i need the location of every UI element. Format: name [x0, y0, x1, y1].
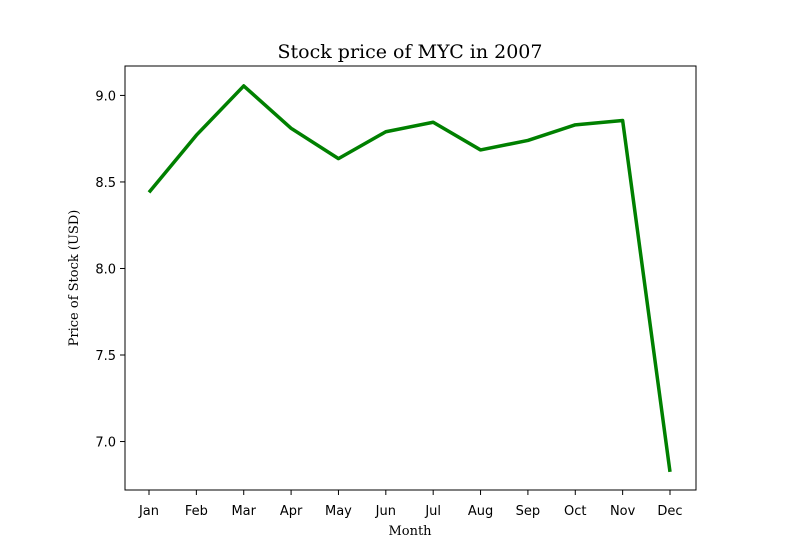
plot-area: Jan Feb Mar Apr May Jun Jul Aug Sep Oct Nov Dec 7.0…	[95, 65, 697, 519]
x-tick-label: Jun	[375, 504, 396, 519]
x-tick-label: Oct	[564, 504, 586, 519]
plot-frame	[124, 65, 697, 491]
y-axis: 7.0 7.5 8.0 8.5 9.0	[95, 89, 125, 451]
x-tick-label: Jul	[424, 504, 441, 519]
x-tick-label: Apr	[280, 504, 303, 519]
y-tick-label: 8.0	[95, 262, 116, 277]
x-tick-label: Dec	[657, 504, 682, 519]
y-tick-label: 8.5	[95, 176, 116, 191]
x-axis-label: Month	[388, 524, 432, 539]
x-axis: Jan Feb Mar Apr May Jun Jul Aug Sep Oct Nov Dec	[138, 490, 683, 519]
x-tick-label: Sep	[516, 504, 541, 519]
y-tick-label: 7.0	[95, 436, 116, 451]
chart-title: Stock price of MYC in 2007	[278, 41, 543, 63]
y-tick-label: 9.0	[95, 89, 116, 104]
x-tick-label: May	[325, 504, 352, 519]
x-tick-label: Aug	[468, 504, 493, 519]
series-line	[147, 84, 672, 473]
y-axis-label: Price of Stock (USD)	[67, 210, 82, 347]
x-tick-label: Nov	[610, 504, 636, 519]
x-tick-label: Jan	[138, 504, 159, 519]
x-tick-label: Feb	[185, 504, 208, 519]
x-tick-label: Mar	[231, 504, 256, 519]
y-tick-label: 7.5	[95, 349, 116, 364]
